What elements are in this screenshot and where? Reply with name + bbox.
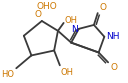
Text: OHO: OHO xyxy=(36,2,57,11)
Text: OH: OH xyxy=(61,68,74,77)
Text: HO: HO xyxy=(1,70,14,79)
Text: N: N xyxy=(71,25,78,34)
Text: O: O xyxy=(110,63,117,72)
Text: O: O xyxy=(100,3,107,12)
Text: NH: NH xyxy=(106,32,120,41)
Text: OH: OH xyxy=(65,17,78,25)
Text: O: O xyxy=(35,10,42,19)
